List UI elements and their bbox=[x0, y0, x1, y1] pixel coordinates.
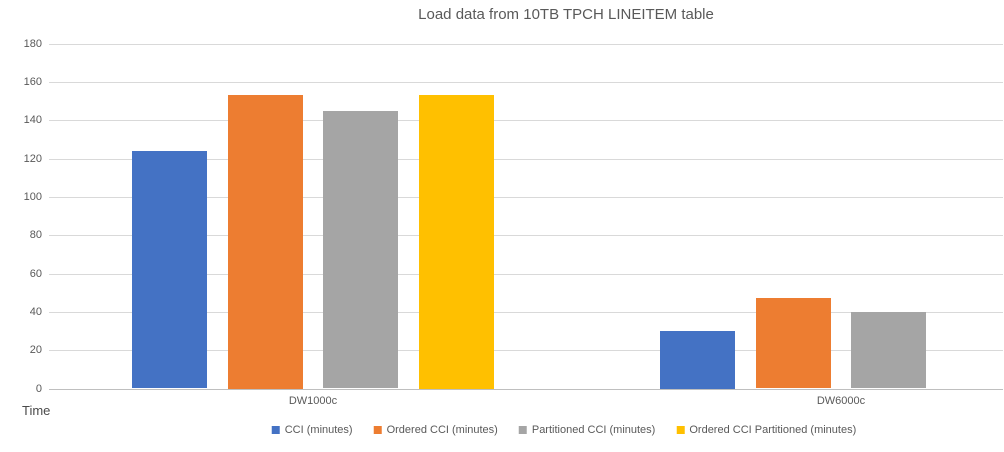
bar-dw1000c-series-1[interactable] bbox=[227, 95, 303, 389]
y-axis-tick-label: 20 bbox=[29, 344, 42, 357]
y-axis-tick-label: 0 bbox=[35, 382, 42, 395]
legend-label: Ordered CCI (minutes) bbox=[386, 424, 498, 436]
y-axis-tick-label: 160 bbox=[23, 75, 42, 88]
x-axis-category-label: DW1000c bbox=[288, 395, 338, 407]
y-axis-tick-label: 100 bbox=[23, 190, 42, 203]
gridline bbox=[49, 235, 1003, 237]
gridline bbox=[49, 158, 1003, 160]
legend-swatch-icon bbox=[676, 426, 685, 434]
legend-label: Ordered CCI Partitioned (minutes) bbox=[689, 424, 857, 436]
gridline bbox=[49, 350, 1003, 352]
y-axis-tick-label: 180 bbox=[23, 37, 42, 50]
y-axis-tick-label: 80 bbox=[29, 229, 42, 242]
y-axis-tick-label: 40 bbox=[29, 305, 42, 318]
y-axis-tick-label: 140 bbox=[23, 114, 42, 127]
legend-swatch-icon bbox=[271, 426, 280, 434]
x-axis-line bbox=[49, 388, 1003, 390]
legend-item[interactable]: Ordered CCI (minutes) bbox=[373, 424, 498, 436]
gridline bbox=[49, 311, 1003, 313]
bar-dw6000c-series-2[interactable] bbox=[851, 311, 927, 389]
bar-dw1000c-series-2[interactable] bbox=[323, 110, 399, 389]
legend-label: Partitioned CCI (minutes) bbox=[531, 424, 656, 436]
legend: CCI (minutes) Ordered CCI (minutes) Partit… bbox=[271, 424, 856, 436]
legend-item[interactable]: Partitioned CCI (minutes) bbox=[518, 424, 656, 436]
legend-swatch-icon bbox=[518, 426, 527, 434]
x-axis-category-label: DW6000c bbox=[816, 395, 866, 407]
gridline bbox=[49, 120, 1003, 122]
gridline bbox=[49, 273, 1003, 275]
gridline bbox=[49, 81, 1003, 83]
y-axis-tick-label: 120 bbox=[23, 152, 42, 165]
legend-item[interactable]: CCI (minutes) bbox=[271, 424, 353, 436]
bar-dw6000c-series-1[interactable] bbox=[755, 298, 831, 389]
legend-swatch-icon bbox=[373, 426, 382, 434]
bar-dw1000c-series-0[interactable] bbox=[132, 150, 208, 389]
bar-dw6000c-series-0[interactable] bbox=[660, 331, 736, 389]
gridline bbox=[49, 196, 1003, 198]
legend-label: CCI (minutes) bbox=[284, 424, 353, 436]
y-axis-tick-label: 60 bbox=[29, 267, 42, 280]
axis-title-time: Time bbox=[22, 403, 51, 418]
bar-dw1000c-series-3[interactable] bbox=[418, 95, 494, 389]
gridline bbox=[49, 43, 1003, 45]
legend-item[interactable]: Ordered CCI Partitioned (minutes) bbox=[676, 424, 856, 436]
chart-title: Load data from 10TB TPCH LINEITEM table bbox=[418, 6, 714, 23]
